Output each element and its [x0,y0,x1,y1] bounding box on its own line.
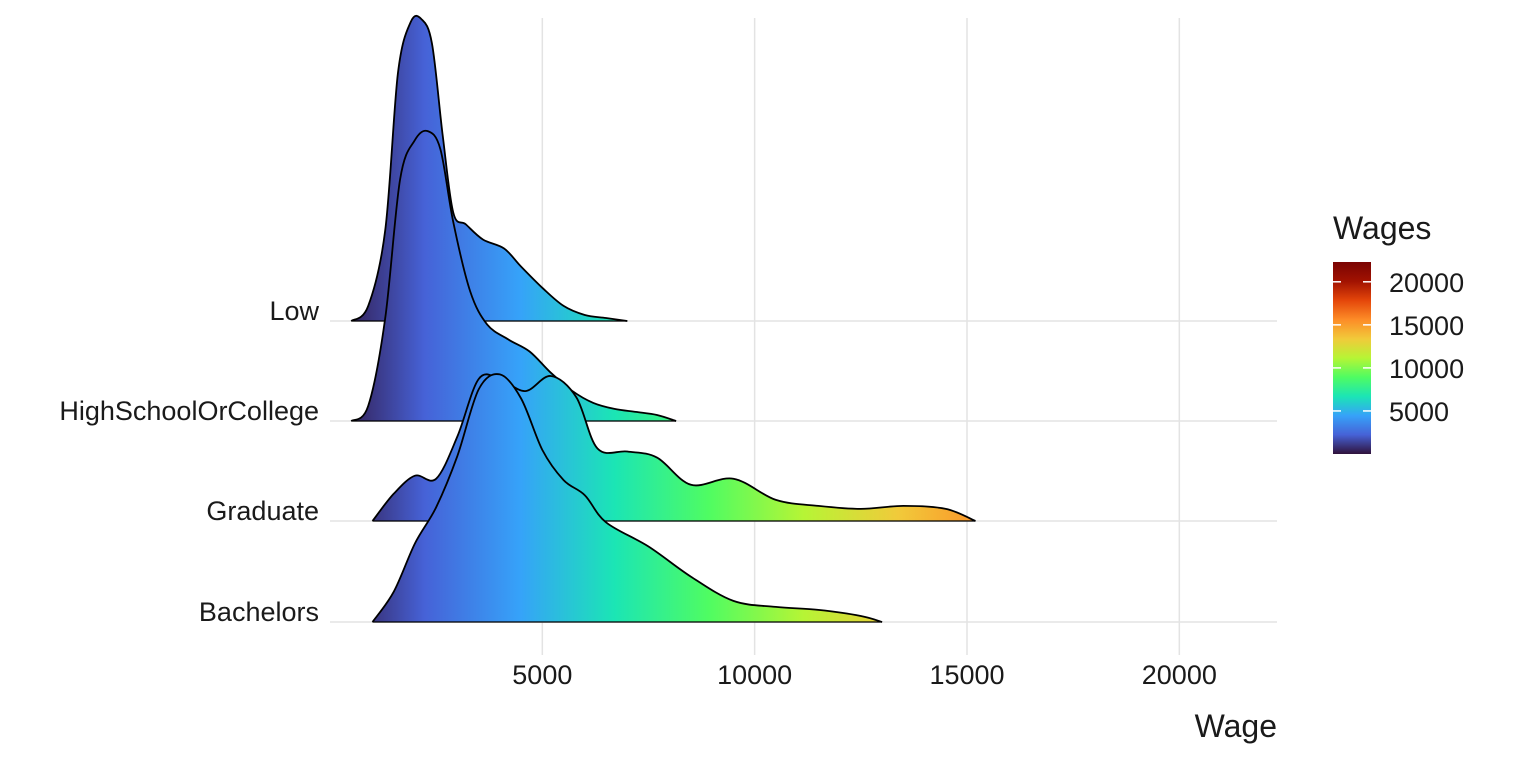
legend-title: Wages [1333,210,1431,246]
category-label: Graduate [206,496,319,526]
ridges [350,14,976,623]
legend-ticks: 5000 10000 15000 20000 [1333,268,1464,427]
ridge-outline-highschoolorcollege [350,129,677,422]
legend-tick-label: 15000 [1389,311,1464,341]
x-tick-label: 10000 [717,660,792,690]
ridge-outline-low [350,14,628,322]
x-tick-label: 15000 [929,660,1004,690]
x-tick-label: 20000 [1142,660,1217,690]
ridge-area-bachelors [372,374,883,622]
legend: Wages 5000 10000 15000 20000 [1333,210,1464,454]
legend-tick-label: 10000 [1389,354,1464,384]
ridge-area-highschoolorcollege [351,130,677,421]
x-tick-label: 5000 [512,660,572,690]
legend-tick-label: 20000 [1389,268,1464,298]
legend-colorbar [1333,262,1371,454]
legend-tick-label: 5000 [1389,397,1449,427]
x-tick-labels: 5000 10000 15000 20000 [512,660,1217,690]
category-labels: Low HighSchoolOrCollege Graduate Bachelors [59,296,319,627]
ridge-outline-bachelors [371,373,883,623]
x-axis-label: Wage [1195,708,1277,744]
ridge-outline-graduate [371,373,976,522]
category-label: Bachelors [199,597,319,627]
category-label: HighSchoolOrCollege [59,396,319,426]
category-label: Low [269,296,319,326]
